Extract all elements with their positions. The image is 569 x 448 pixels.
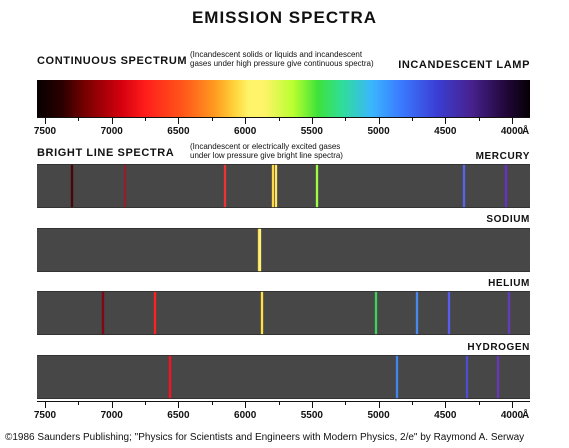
continuous-spectrum-note: (Incandescent solids or liquids and inca…: [190, 50, 374, 68]
emission-line: [260, 292, 263, 334]
element-label-mercury: MERCURY: [475, 151, 530, 162]
emission-line: [124, 165, 127, 207]
axis-line: [37, 401, 530, 402]
continuous-spectrum-bar: [37, 80, 530, 117]
emission-line: [316, 165, 319, 207]
emission-line: [448, 292, 451, 334]
axis-tick: [45, 117, 46, 124]
emission-line: [258, 229, 261, 271]
emission-line: [102, 292, 105, 334]
emission-line: [169, 356, 172, 398]
axis-tick: [278, 401, 280, 405]
emission-line: [415, 292, 418, 334]
axis-tick: [445, 401, 447, 408]
spectrum-strip-hydrogen: [37, 355, 530, 399]
wavelength-axis-bottom: 7500 7000 6500 6000 5500 5000 4500 4000 Å: [0, 401, 569, 427]
axis-tick: [478, 401, 480, 405]
axis-tick: [378, 401, 380, 408]
axis-tick-label: 7500: [33, 410, 57, 421]
axis-tick: [178, 401, 180, 408]
axis-tick: [311, 117, 313, 124]
axis-tick: [245, 117, 247, 124]
emission-line: [497, 356, 500, 398]
bright-line-spectra-note: (Incandescent or electrically excited ga…: [190, 142, 343, 160]
axis-tick-label: 6000: [234, 126, 257, 137]
axis-tick: [445, 117, 447, 124]
spectrum-strip-sodium: [37, 228, 530, 272]
emission-line: [465, 356, 468, 398]
axis-unit-label: Å: [522, 410, 530, 421]
emission-line: [375, 292, 378, 334]
axis-tick-label: 4000: [500, 410, 524, 421]
axis-tick: [211, 117, 213, 121]
axis-tick: [411, 401, 413, 405]
element-label-hydrogen: HYDROGEN: [467, 342, 530, 353]
axis-tick-label: 7500: [33, 126, 57, 137]
axis-line: [37, 117, 530, 118]
axis-tick-label: 5500: [300, 126, 323, 137]
emission-line: [396, 356, 399, 398]
axis-tick: [78, 117, 80, 121]
axis-tick-label: 7000: [100, 410, 123, 421]
axis-tick-label: 5000: [367, 126, 390, 137]
element-label-sodium: SODIUM: [486, 214, 530, 225]
axis-tick: [245, 401, 247, 408]
emission-line: [153, 292, 156, 334]
axis-tick: [512, 117, 513, 124]
spectrum-strip-mercury: [37, 164, 530, 208]
axis-tick: [411, 117, 413, 121]
axis-tick: [178, 117, 180, 124]
axis-tick: [278, 117, 280, 121]
element-label-helium: HELIUM: [488, 278, 530, 289]
page-title: EMISSION SPECTRA: [191, 8, 378, 27]
continuous-spectrum-label: CONTINUOUS SPECTRUM: [37, 55, 188, 67]
emission-line: [504, 165, 507, 207]
axis-tick: [111, 401, 113, 408]
axis-tick: [378, 117, 380, 124]
emission-line: [224, 165, 227, 207]
axis-unit-label: Å: [522, 126, 530, 137]
axis-tick-label: 5500: [300, 410, 323, 421]
axis-tick: [111, 117, 113, 124]
axis-tick: [45, 401, 46, 408]
axis-tick: [478, 117, 480, 121]
incandescent-lamp-label: INCANDESCENT LAMP: [398, 59, 530, 71]
emission-line: [272, 165, 275, 207]
axis-tick: [145, 117, 147, 121]
axis-tick-label: 4000: [500, 126, 524, 137]
axis-tick: [145, 401, 147, 405]
credit-line: ©1986 Saunders Publishing; "Physics for …: [5, 432, 525, 443]
axis-tick-label: 7000: [100, 126, 123, 137]
axis-tick-label: 4500: [434, 410, 457, 421]
wavelength-axis-top: 7500 7000 6500 6000 5500 5000 4500 4000 Å: [0, 117, 569, 143]
emission-line: [274, 165, 277, 207]
axis-tick-label: 6500: [167, 410, 190, 421]
axis-tick-label: 6000: [234, 410, 257, 421]
axis-tick-label: 6500: [167, 126, 190, 137]
emission-line: [70, 165, 73, 207]
axis-tick: [78, 401, 80, 405]
bright-line-spectra-label: BRIGHT LINE SPECTRA: [37, 147, 175, 159]
axis-tick: [311, 401, 313, 408]
axis-tick: [345, 401, 347, 405]
spectrum-strip-helium: [37, 291, 530, 335]
axis-tick: [512, 401, 513, 408]
axis-tick-label: 4500: [434, 126, 457, 137]
emission-line: [507, 292, 510, 334]
axis-tick-label: 5000: [367, 410, 390, 421]
axis-tick: [345, 117, 347, 121]
axis-tick: [211, 401, 213, 405]
emission-line: [463, 165, 466, 207]
